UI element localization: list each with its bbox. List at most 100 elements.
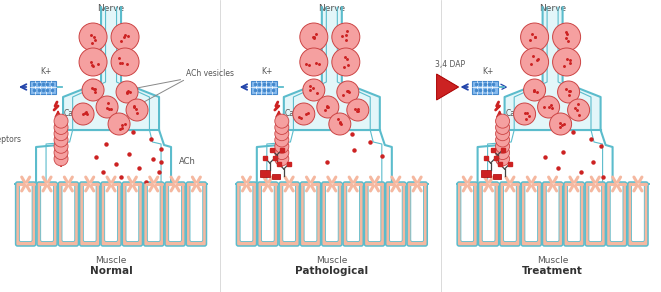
Circle shape	[116, 81, 138, 103]
FancyBboxPatch shape	[410, 182, 424, 241]
Polygon shape	[63, 7, 159, 130]
Text: Nerve: Nerve	[539, 4, 566, 13]
FancyBboxPatch shape	[104, 182, 118, 241]
FancyBboxPatch shape	[300, 182, 321, 246]
FancyBboxPatch shape	[461, 182, 474, 241]
FancyBboxPatch shape	[481, 170, 490, 177]
Circle shape	[275, 152, 289, 166]
Circle shape	[54, 133, 68, 147]
Circle shape	[514, 103, 535, 125]
FancyBboxPatch shape	[471, 81, 498, 93]
Polygon shape	[284, 7, 380, 130]
FancyBboxPatch shape	[479, 182, 498, 246]
Circle shape	[96, 96, 118, 118]
Circle shape	[54, 146, 68, 159]
Text: Muscle: Muscle	[316, 256, 348, 265]
FancyBboxPatch shape	[58, 182, 79, 246]
Circle shape	[54, 114, 68, 128]
Text: Normal: Normal	[90, 266, 132, 276]
FancyBboxPatch shape	[589, 182, 602, 241]
Text: K+: K+	[261, 67, 272, 77]
Circle shape	[108, 113, 130, 135]
Text: 3,4 DAP: 3,4 DAP	[434, 60, 465, 69]
Circle shape	[496, 152, 510, 166]
FancyBboxPatch shape	[304, 182, 317, 241]
Circle shape	[329, 113, 351, 135]
FancyBboxPatch shape	[165, 182, 185, 246]
Circle shape	[72, 103, 94, 125]
Circle shape	[317, 96, 339, 118]
FancyBboxPatch shape	[457, 182, 477, 246]
FancyBboxPatch shape	[16, 182, 36, 246]
FancyBboxPatch shape	[122, 182, 143, 246]
Circle shape	[111, 23, 139, 51]
FancyBboxPatch shape	[525, 182, 537, 241]
Circle shape	[275, 139, 289, 153]
FancyBboxPatch shape	[262, 182, 274, 241]
FancyBboxPatch shape	[492, 174, 500, 179]
Text: Muscle: Muscle	[537, 256, 568, 265]
FancyBboxPatch shape	[628, 182, 648, 246]
FancyBboxPatch shape	[343, 182, 364, 246]
FancyBboxPatch shape	[143, 182, 164, 246]
Text: K+: K+	[482, 67, 493, 77]
Polygon shape	[504, 7, 601, 130]
FancyBboxPatch shape	[83, 182, 96, 241]
Circle shape	[293, 103, 315, 125]
Circle shape	[332, 23, 360, 51]
Circle shape	[275, 133, 289, 147]
Circle shape	[300, 23, 328, 51]
Circle shape	[558, 81, 580, 103]
Text: ACh: ACh	[179, 157, 196, 166]
FancyBboxPatch shape	[610, 182, 623, 241]
Text: Ca++: Ca++	[506, 109, 528, 117]
FancyBboxPatch shape	[258, 182, 278, 246]
Circle shape	[275, 127, 289, 141]
FancyBboxPatch shape	[368, 182, 381, 241]
FancyBboxPatch shape	[240, 182, 253, 241]
FancyBboxPatch shape	[364, 182, 385, 246]
Circle shape	[300, 48, 328, 76]
Circle shape	[496, 120, 510, 134]
FancyBboxPatch shape	[483, 182, 495, 241]
Circle shape	[568, 99, 590, 121]
Text: Muscle: Muscle	[95, 256, 127, 265]
FancyBboxPatch shape	[169, 182, 181, 241]
FancyBboxPatch shape	[504, 182, 516, 241]
Circle shape	[553, 23, 580, 51]
Circle shape	[82, 79, 104, 101]
FancyBboxPatch shape	[30, 81, 56, 93]
Circle shape	[275, 146, 289, 159]
FancyBboxPatch shape	[101, 182, 121, 246]
Polygon shape	[437, 74, 459, 100]
FancyBboxPatch shape	[521, 182, 541, 246]
FancyBboxPatch shape	[407, 182, 427, 246]
FancyBboxPatch shape	[251, 81, 277, 93]
Circle shape	[54, 120, 68, 134]
Circle shape	[79, 23, 107, 51]
FancyBboxPatch shape	[37, 182, 57, 246]
FancyBboxPatch shape	[190, 182, 203, 241]
FancyBboxPatch shape	[79, 182, 100, 246]
Text: Nerve: Nerve	[318, 4, 346, 13]
FancyBboxPatch shape	[386, 182, 406, 246]
Circle shape	[126, 99, 148, 121]
FancyBboxPatch shape	[546, 182, 559, 241]
Circle shape	[496, 133, 510, 147]
Circle shape	[54, 152, 68, 166]
Circle shape	[347, 99, 369, 121]
Circle shape	[496, 139, 510, 153]
FancyBboxPatch shape	[237, 182, 256, 246]
Text: Ca++: Ca++	[285, 109, 307, 117]
Circle shape	[521, 48, 549, 76]
Text: Treatment: Treatment	[522, 266, 583, 276]
FancyBboxPatch shape	[325, 182, 338, 241]
FancyBboxPatch shape	[272, 174, 280, 179]
FancyBboxPatch shape	[126, 182, 139, 241]
FancyBboxPatch shape	[260, 170, 270, 177]
FancyBboxPatch shape	[607, 182, 627, 246]
Circle shape	[524, 79, 545, 101]
Circle shape	[275, 114, 289, 128]
Circle shape	[275, 120, 289, 134]
Circle shape	[553, 48, 580, 76]
